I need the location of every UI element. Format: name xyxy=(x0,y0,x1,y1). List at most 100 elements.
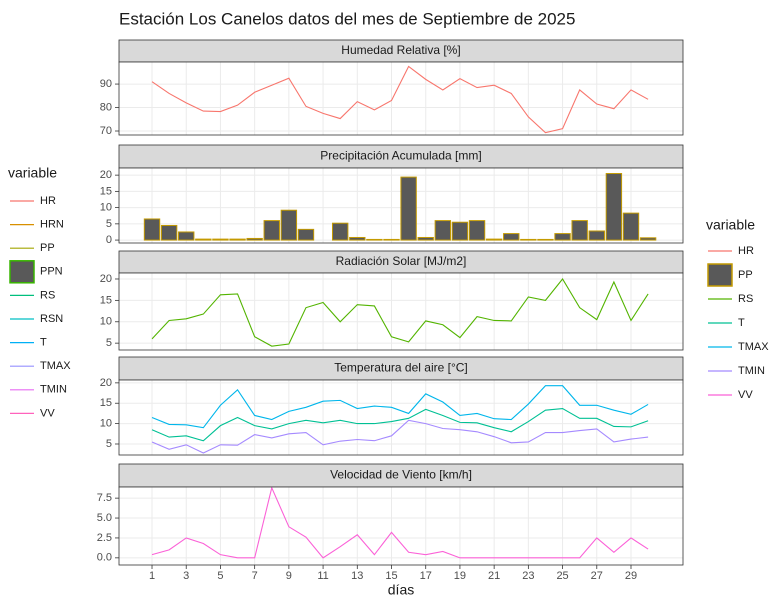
panel-background xyxy=(119,487,683,565)
legend-label: TMAX xyxy=(40,360,71,372)
x-tick-label: 11 xyxy=(317,570,328,582)
bar xyxy=(331,222,349,241)
line xyxy=(151,65,649,134)
bar xyxy=(195,238,212,241)
bar xyxy=(349,236,366,241)
x-tick-label: 7 xyxy=(252,570,258,582)
y-tick-label: 0.0 xyxy=(97,552,112,564)
panel-background xyxy=(119,273,683,350)
bar xyxy=(212,238,229,241)
legend-label: TMAX xyxy=(738,341,769,353)
bar xyxy=(605,173,623,241)
x-tick-label: 23 xyxy=(522,570,534,582)
bar xyxy=(246,237,263,241)
bar xyxy=(383,238,400,241)
legend-key xyxy=(9,260,35,284)
panel-background xyxy=(119,380,683,455)
legend-label: PPN xyxy=(40,266,63,278)
y-tick-label: 70 xyxy=(100,125,112,137)
bar xyxy=(468,220,486,241)
panel-border xyxy=(118,379,684,456)
panel-title: Precipitación Acumulada [mm] xyxy=(320,149,481,163)
panel-border xyxy=(118,272,684,351)
panel-border xyxy=(118,61,684,136)
panel-title: Radiación Solar [MJ/m2] xyxy=(336,254,467,268)
legend-label: HRN xyxy=(40,219,64,231)
y-tick-label: 10 xyxy=(100,316,112,328)
y-tick-label: 20 xyxy=(100,273,112,285)
panel-title: Humedad Relativa [%] xyxy=(341,43,460,57)
panel-title: Temperatura del aire [°C] xyxy=(334,361,468,375)
legend-label: RS xyxy=(738,293,753,305)
panel-background xyxy=(119,62,683,135)
legend-label: VV xyxy=(40,407,55,419)
x-tick-label: 19 xyxy=(454,570,466,582)
panel-border xyxy=(118,486,684,566)
x-tick-label: 21 xyxy=(488,570,500,582)
bar xyxy=(263,220,280,241)
y-tick-label: 10 xyxy=(100,202,112,214)
bar xyxy=(571,220,588,241)
y-tick-label: 5 xyxy=(106,337,112,349)
legend-label: TMIN xyxy=(738,365,765,377)
y-tick-label: 20 xyxy=(100,377,112,389)
bar xyxy=(554,233,571,241)
legend-label: RS xyxy=(40,289,55,301)
bar xyxy=(143,218,161,241)
bar xyxy=(451,221,469,241)
legend-label: HR xyxy=(40,195,56,207)
x-tick-label: 1 xyxy=(149,570,155,582)
x-axis-label: días xyxy=(388,582,414,597)
legend-label: PP xyxy=(40,242,55,254)
x-tick-label: 25 xyxy=(556,570,568,582)
legend-label: TMIN xyxy=(40,384,67,396)
legend-label: VV xyxy=(738,389,753,401)
bar xyxy=(160,224,178,241)
line xyxy=(151,385,649,429)
x-tick-label: 29 xyxy=(625,570,637,582)
bar xyxy=(485,238,503,241)
bar xyxy=(503,233,520,241)
y-tick-label: 5 xyxy=(106,438,112,450)
bar xyxy=(622,212,640,241)
panel-border xyxy=(118,167,684,244)
bar xyxy=(520,238,537,241)
x-tick-label: 3 xyxy=(183,570,189,582)
line xyxy=(151,407,649,442)
y-tick-label: 80 xyxy=(100,101,112,113)
x-tick-label: 27 xyxy=(591,570,603,582)
bar xyxy=(537,238,554,241)
bar xyxy=(366,238,383,241)
bar xyxy=(400,176,417,241)
legend-label: T xyxy=(40,337,47,349)
legend-label: T xyxy=(738,317,745,329)
y-tick-label: 5 xyxy=(106,218,112,230)
y-tick-label: 15 xyxy=(100,294,112,306)
panel-title: Velocidad de Viento [km/h] xyxy=(330,468,472,482)
line xyxy=(151,486,649,559)
y-tick-label: 20 xyxy=(100,169,112,181)
legend-key xyxy=(707,263,733,287)
legend-label: RSN xyxy=(40,313,63,325)
x-tick-label: 13 xyxy=(351,570,363,582)
y-tick-label: 2.5 xyxy=(97,532,112,544)
bar xyxy=(588,230,605,241)
bar xyxy=(434,220,452,241)
legend-label: PP xyxy=(738,269,753,281)
y-tick-label: 0 xyxy=(106,234,112,246)
y-tick-label: 10 xyxy=(100,418,112,430)
x-tick-label: 15 xyxy=(385,570,397,582)
bar xyxy=(639,237,657,241)
x-tick-label: 9 xyxy=(286,570,292,582)
y-tick-label: 5.0 xyxy=(97,512,112,524)
chart-title: Estación Los Canelos datos del mes de Se… xyxy=(119,9,575,28)
bar xyxy=(297,228,315,241)
y-tick-label: 7.5 xyxy=(97,492,112,504)
line xyxy=(151,278,649,347)
x-tick-label: 5 xyxy=(217,570,223,582)
bar xyxy=(280,209,298,241)
line xyxy=(151,419,649,454)
x-tick-label: 17 xyxy=(420,570,432,582)
legend-title: variable xyxy=(8,165,57,181)
bar xyxy=(178,231,195,241)
